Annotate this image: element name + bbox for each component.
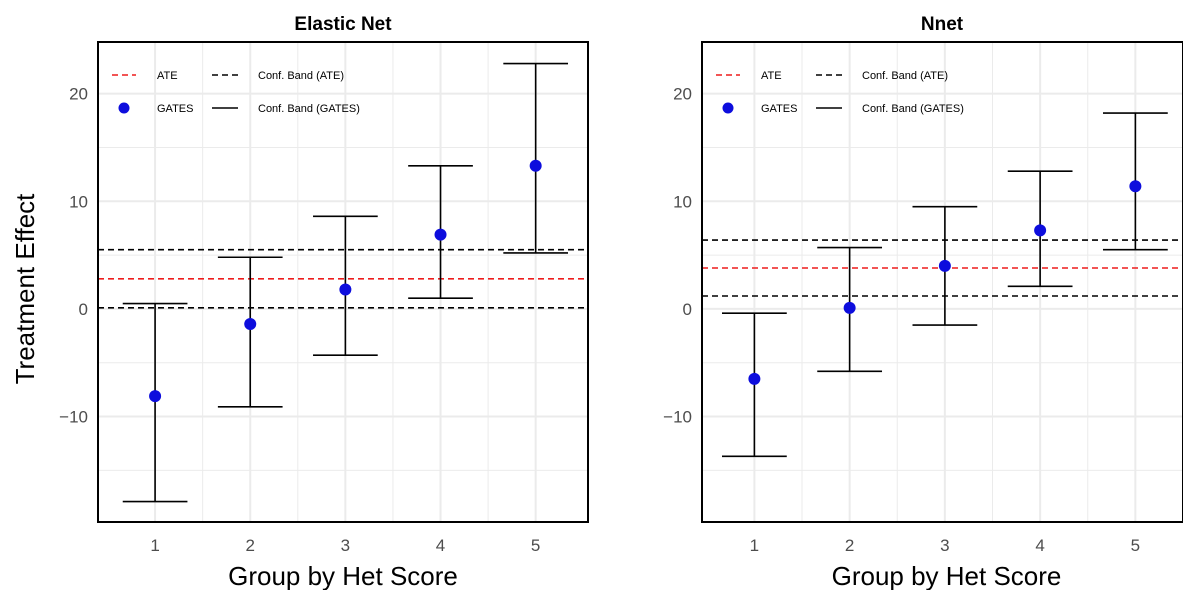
x-tick-label: 1 [750, 536, 759, 555]
x-tick-label: 4 [1035, 536, 1044, 555]
gates-point [244, 317, 257, 330]
legend-gates-key [722, 102, 734, 114]
y-tick-label: 20 [673, 85, 692, 104]
x-tick-label: 2 [245, 536, 254, 555]
y-tick-label: 20 [69, 85, 88, 104]
x-tick-label: 3 [940, 536, 949, 555]
plot-border [97, 41, 589, 523]
panel-nnet: Nnet ATE GATES Conf. Band (ATE) Conf. Band (… [663, 14, 1183, 590]
gates-point [339, 283, 352, 296]
panel-elastic-net: Elastic Net ATE GATES Conf. Band (ATE) Conf.… [59, 14, 589, 590]
legend-band-gates-label: Conf. Band (GATES) [258, 103, 360, 115]
legend-band-gates-label: Conf. Band (GATES) [862, 103, 964, 115]
legend-ate-label: ATE [761, 70, 782, 82]
gates-point [434, 228, 447, 241]
panel-title: Elastic Net [294, 14, 392, 35]
y-tick-label: 0 [683, 300, 692, 319]
gates-errorbar [503, 62, 569, 254]
gates-point [843, 301, 856, 314]
x-tick-label: 4 [436, 536, 445, 555]
y-tick-label: 10 [673, 192, 692, 211]
y-tick-label: 10 [69, 192, 88, 211]
x-tick-label: 5 [1131, 536, 1140, 555]
gates-point [938, 259, 951, 272]
panel-title: Nnet [921, 14, 964, 35]
legend-gates-label: GATES [761, 103, 797, 115]
x-axis-label: Group by Het Score [228, 561, 458, 590]
gates-errorbar [217, 256, 283, 408]
gates-point [149, 390, 162, 403]
legend: ATE GATES Conf. Band (ATE) Conf. Band (GATE… [112, 70, 360, 115]
legend-gates-key [118, 102, 130, 114]
x-tick-label: 3 [341, 536, 350, 555]
plot-area [702, 42, 1183, 522]
legend: ATE GATES Conf. Band (ATE) Conf. Band (GATE… [716, 70, 964, 115]
y-tick-label: −10 [59, 408, 88, 427]
x-axis-label: Group by Het Score [832, 561, 1062, 590]
legend-gates-label: GATES [157, 103, 193, 115]
gates-point [529, 159, 542, 172]
legend-ate-label: ATE [157, 70, 178, 82]
plot-border [701, 41, 1183, 523]
gates-point [1034, 224, 1047, 237]
y-axis-label: Treatment Effect [10, 193, 40, 385]
legend-band-ate-label: Conf. Band (ATE) [862, 70, 948, 82]
plot-area [98, 42, 588, 522]
x-tick-label: 5 [531, 536, 540, 555]
gates-point [748, 372, 761, 385]
y-tick-label: −10 [663, 408, 692, 427]
x-tick-label: 1 [150, 536, 159, 555]
y-tick-label: 0 [79, 300, 88, 319]
gates-point [1129, 180, 1142, 193]
gates-errorbar [122, 302, 188, 503]
legend-band-ate-label: Conf. Band (ATE) [258, 70, 344, 82]
x-tick-label: 2 [845, 536, 854, 555]
